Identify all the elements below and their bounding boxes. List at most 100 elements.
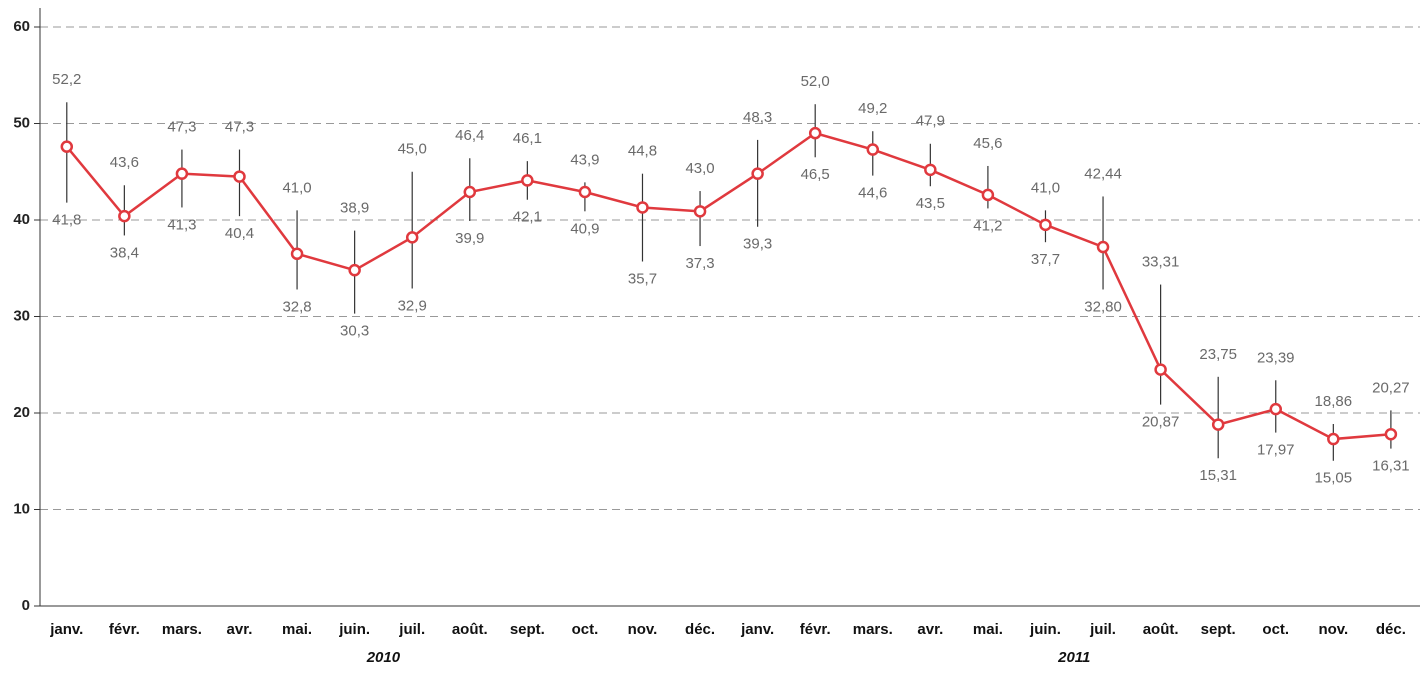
low-label: 43,5 [916,195,945,212]
high-label: 18,86 [1315,393,1353,410]
x-tick-label: janv. [49,621,83,638]
x-tick-label: nov. [1318,621,1348,638]
x-tick-label: juin. [1029,621,1061,638]
low-label: 39,3 [743,236,772,253]
low-label: 32,8 [282,298,311,315]
x-tick-label: mai. [282,621,312,638]
y-tick-label: 0 [22,597,30,614]
point [981,188,995,202]
high-label: 45,6 [973,135,1002,152]
high-label: 43,0 [685,160,714,177]
x-tick-label: août. [452,621,488,638]
high-label: 47,3 [225,119,254,136]
low-label: 41,3 [167,216,196,233]
low-label: 32,80 [1084,298,1122,315]
x-tick-label: sept. [510,621,545,638]
point [1211,418,1225,431]
high-label: 41,0 [282,179,311,196]
low-label: 20,87 [1142,414,1180,431]
point [1039,218,1052,232]
x-tick-label: août. [1143,621,1179,638]
x-tick-label: mars. [162,621,202,638]
low-label: 17,97 [1257,442,1295,459]
x-tick-label: avr. [227,621,253,638]
point [578,185,592,199]
high-label: 49,2 [858,100,887,117]
high-label: 33,31 [1142,254,1180,271]
low-label: 15,31 [1199,467,1237,484]
x-tick-label: avr. [917,621,943,638]
high-label: 41,0 [1031,179,1060,196]
x-tick-label: févr. [800,621,831,638]
high-label: 45,0 [398,141,427,158]
point [290,247,304,261]
low-label: 38,4 [110,244,139,261]
x-tick-label: mars. [853,621,893,638]
point [1096,240,1110,254]
high-label: 23,75 [1199,346,1237,363]
x-tick-label: déc. [685,621,715,638]
line [65,131,1392,441]
low-label: 46,5 [801,166,830,183]
year-label: 2011 [1057,649,1090,666]
low-label: 37,7 [1031,251,1060,268]
high-label: 43,9 [570,151,599,168]
point [1269,402,1283,416]
point [521,174,534,187]
year-label: 2010 [366,649,401,666]
low-label: 32,9 [398,297,427,314]
x-tick-label: juil. [1089,621,1116,638]
point [1327,432,1340,446]
high-label: 46,4 [455,127,484,144]
high-label: 42,44 [1084,165,1122,182]
point [405,231,419,244]
point [463,185,477,199]
low-label: 35,7 [628,270,657,287]
point [866,143,880,156]
point [233,170,246,183]
y-tick-label: 40 [13,211,30,228]
high-label: 43,6 [110,154,139,171]
y-tick-label: 50 [13,114,30,131]
x-tick-label: juil. [398,621,425,638]
y-tick-label: 10 [13,500,30,517]
low-label: 41,2 [973,217,1002,234]
point [118,209,131,223]
point [751,167,764,180]
high-label: 38,9 [340,200,369,217]
high-label: 52,2 [52,71,81,88]
point [693,205,707,218]
x-tick-label: sept. [1201,621,1236,638]
low-label: 37,3 [685,255,714,272]
x-tick-label: mai. [973,621,1003,638]
x-tick-label: nov. [628,621,658,638]
high-label: 23,39 [1257,349,1295,366]
high-label: 44,8 [628,143,657,160]
low-label: 44,6 [858,185,887,202]
low-label: 40,9 [570,220,599,237]
low-label: 15,05 [1315,470,1353,487]
point [175,167,189,180]
x-tick-label: juin. [338,621,370,638]
high-label: 48,3 [743,109,772,126]
low-label: 39,9 [455,230,484,247]
point [348,263,361,277]
high-label: 47,9 [916,113,945,130]
high-label: 47,3 [167,119,196,136]
point [1384,427,1398,441]
point [60,140,74,153]
x-tick-label: janv. [740,621,774,638]
x-tick-label: oct. [1262,621,1289,638]
high-label: 46,1 [513,130,542,147]
x-tick-label: oct. [572,621,599,638]
y-tick-label: 60 [13,18,30,35]
low-label: 16,31 [1372,458,1410,475]
point [808,126,822,140]
y-tick-label: 20 [13,404,30,421]
point [924,163,937,177]
high-label: 20,27 [1372,379,1410,396]
x-tick-label: déc. [1376,621,1406,638]
x-tick-label: févr. [109,621,140,638]
point [636,201,649,214]
low-label: 40,4 [225,225,254,242]
